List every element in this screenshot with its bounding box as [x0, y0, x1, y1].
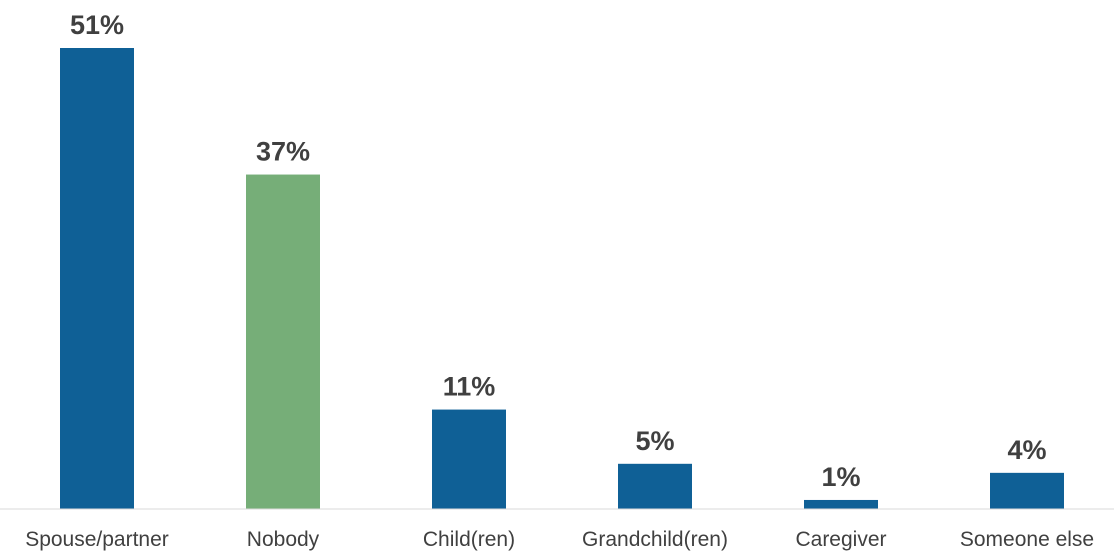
bar-caregiver — [804, 499, 878, 509]
category-label: Someone else — [960, 528, 1094, 551]
bar-child-ren — [432, 409, 506, 509]
bar-someone-else — [990, 472, 1064, 509]
value-label: 51% — [70, 10, 124, 40]
bar-spouse-partner — [60, 48, 134, 509]
category-label: Grandchild(ren) — [582, 528, 728, 551]
category-label: Spouse/partner — [25, 528, 169, 551]
value-label: 37% — [256, 137, 310, 167]
value-label: 4% — [1007, 435, 1046, 465]
value-label: 1% — [821, 462, 860, 492]
category-label: Child(ren) — [423, 528, 515, 551]
bars-group — [60, 48, 1064, 510]
category-label: Caregiver — [795, 528, 886, 551]
bar-nobody — [246, 174, 320, 510]
value-label: 11% — [443, 372, 496, 402]
category-label: Nobody — [247, 528, 320, 551]
value-labels-group: 51% 37% 11% 5% 1% 4% — [70, 10, 1047, 492]
bar-grandchild-ren — [618, 463, 692, 509]
value-label: 5% — [635, 426, 674, 456]
category-labels-group: Spouse/partner Nobody Child(ren) Grandchild… — [25, 528, 1094, 551]
